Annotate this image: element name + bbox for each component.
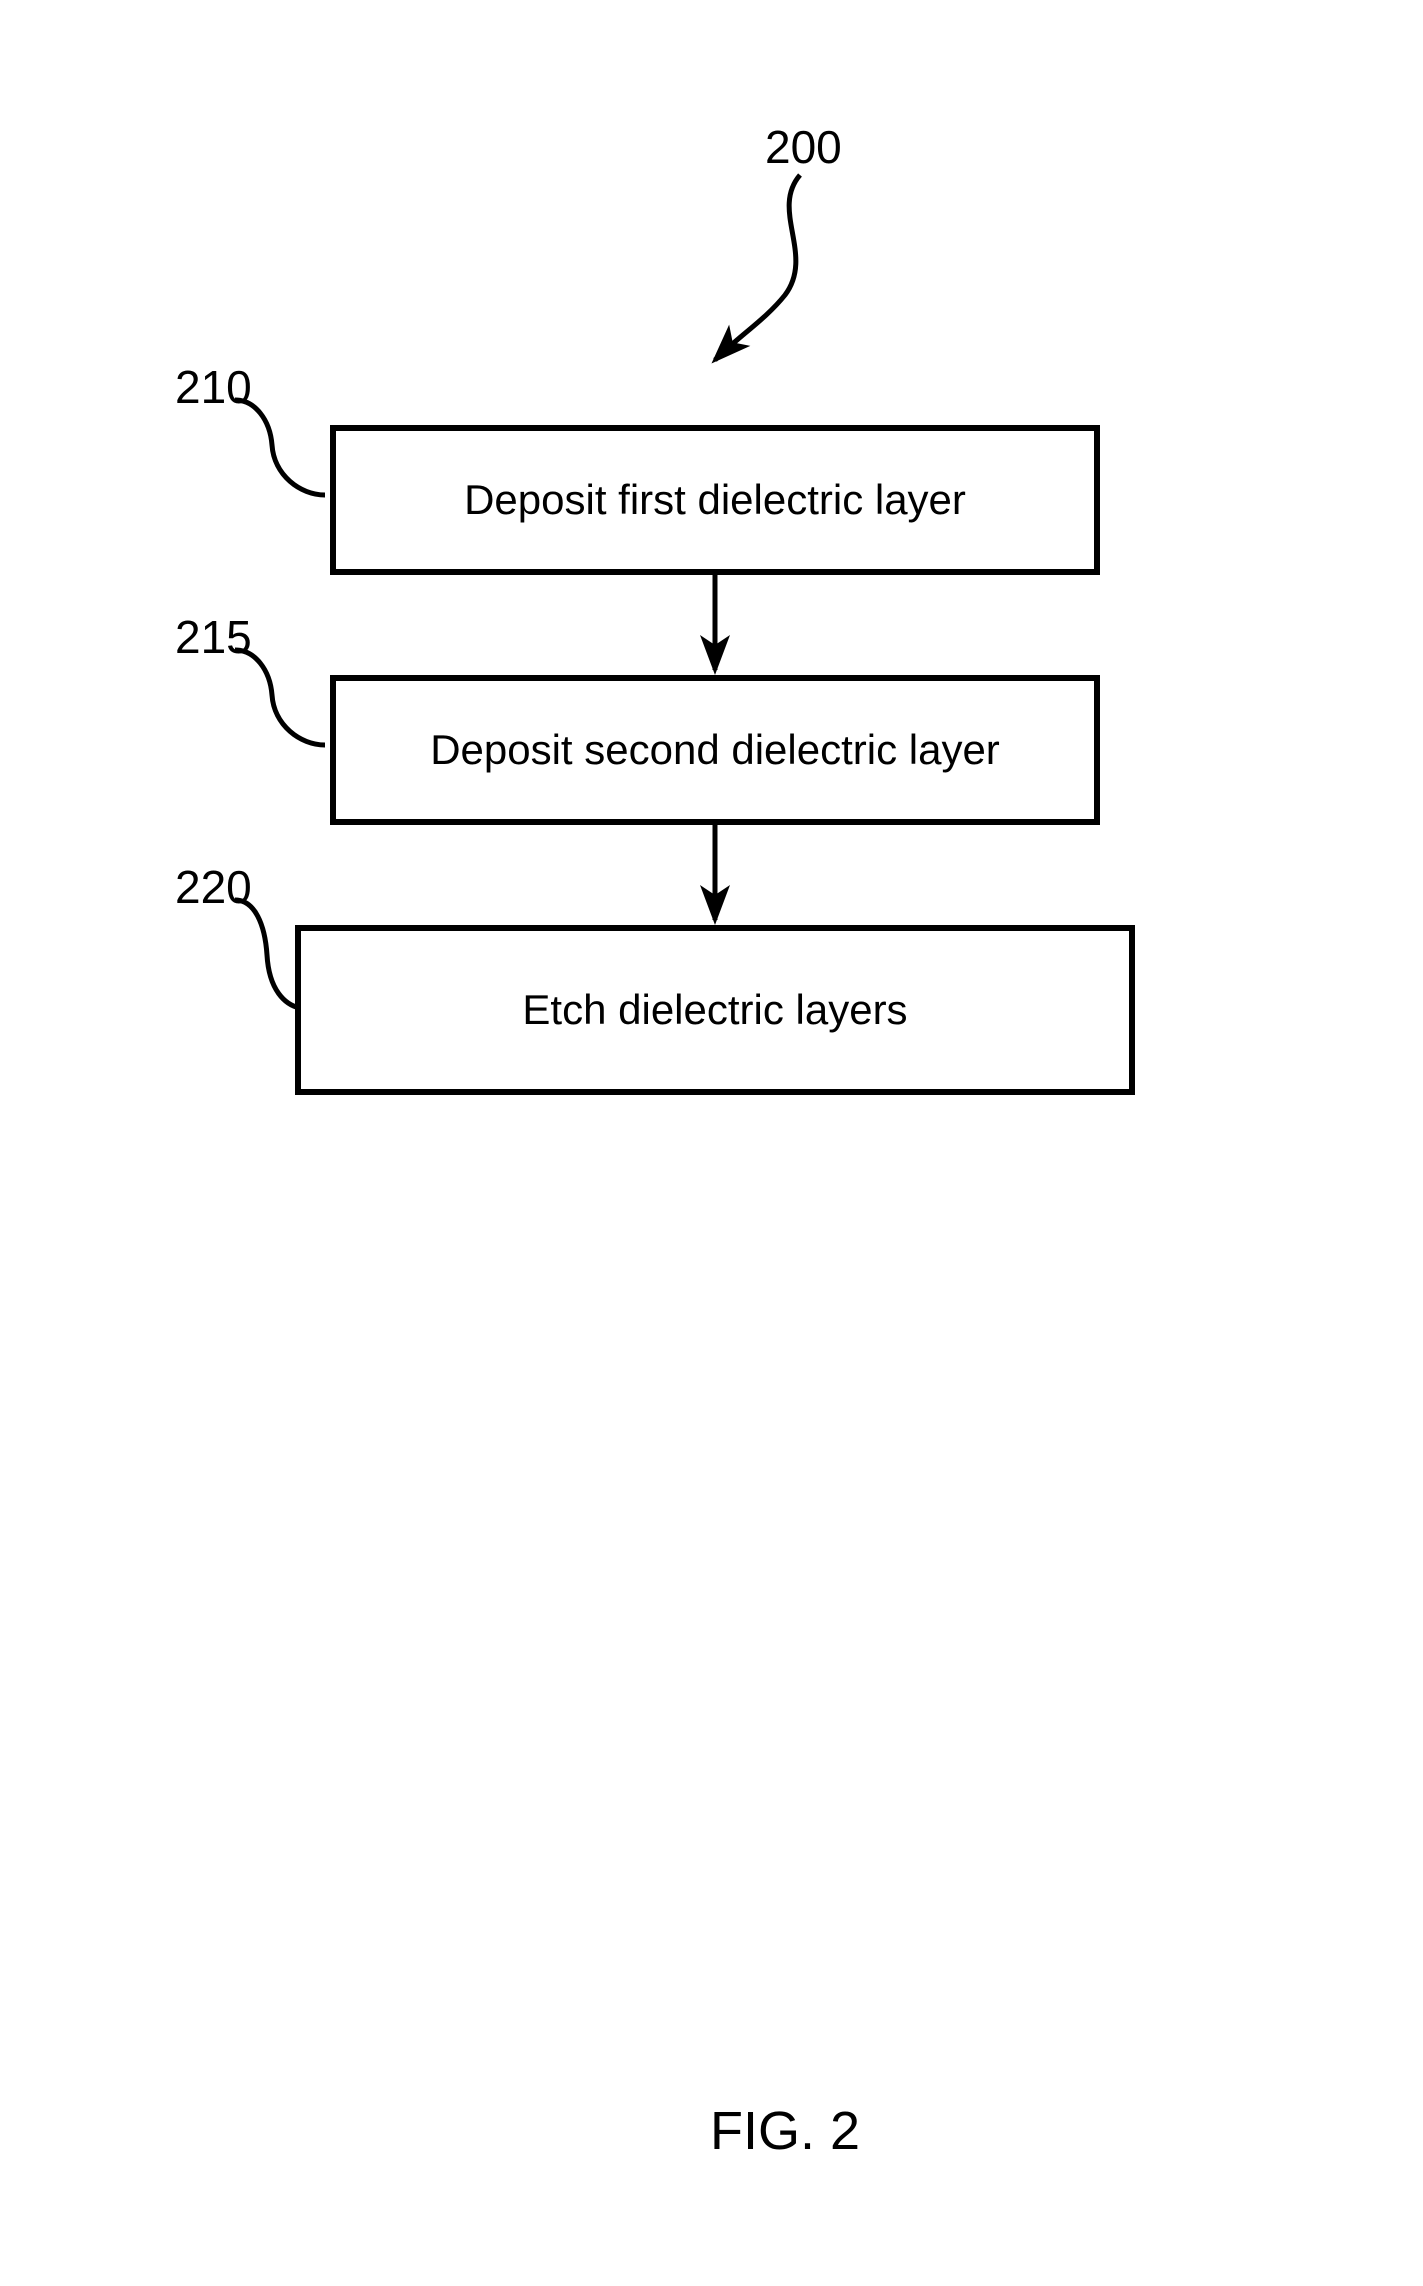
- box-220: Etch dielectric layers: [295, 925, 1135, 1095]
- box-215-text: Deposit second dielectric layer: [430, 726, 1000, 774]
- curve-200: [715, 175, 800, 360]
- page: 200 210 215 220 Deposit first dielectric…: [0, 0, 1423, 2286]
- label-215: 215: [175, 610, 252, 664]
- curve-220: [235, 900, 300, 1008]
- box-220-text: Etch dielectric layers: [522, 986, 907, 1034]
- label-220: 220: [175, 860, 252, 914]
- box-215: Deposit second dielectric layer: [330, 675, 1100, 825]
- label-210: 210: [175, 360, 252, 414]
- connectors-svg: [0, 0, 1423, 2286]
- box-210: Deposit first dielectric layer: [330, 425, 1100, 575]
- box-210-text: Deposit first dielectric layer: [464, 476, 966, 524]
- figure-caption: FIG. 2: [710, 2100, 860, 2162]
- curve-215: [235, 650, 325, 745]
- label-200: 200: [765, 120, 842, 174]
- curve-210: [235, 400, 325, 495]
